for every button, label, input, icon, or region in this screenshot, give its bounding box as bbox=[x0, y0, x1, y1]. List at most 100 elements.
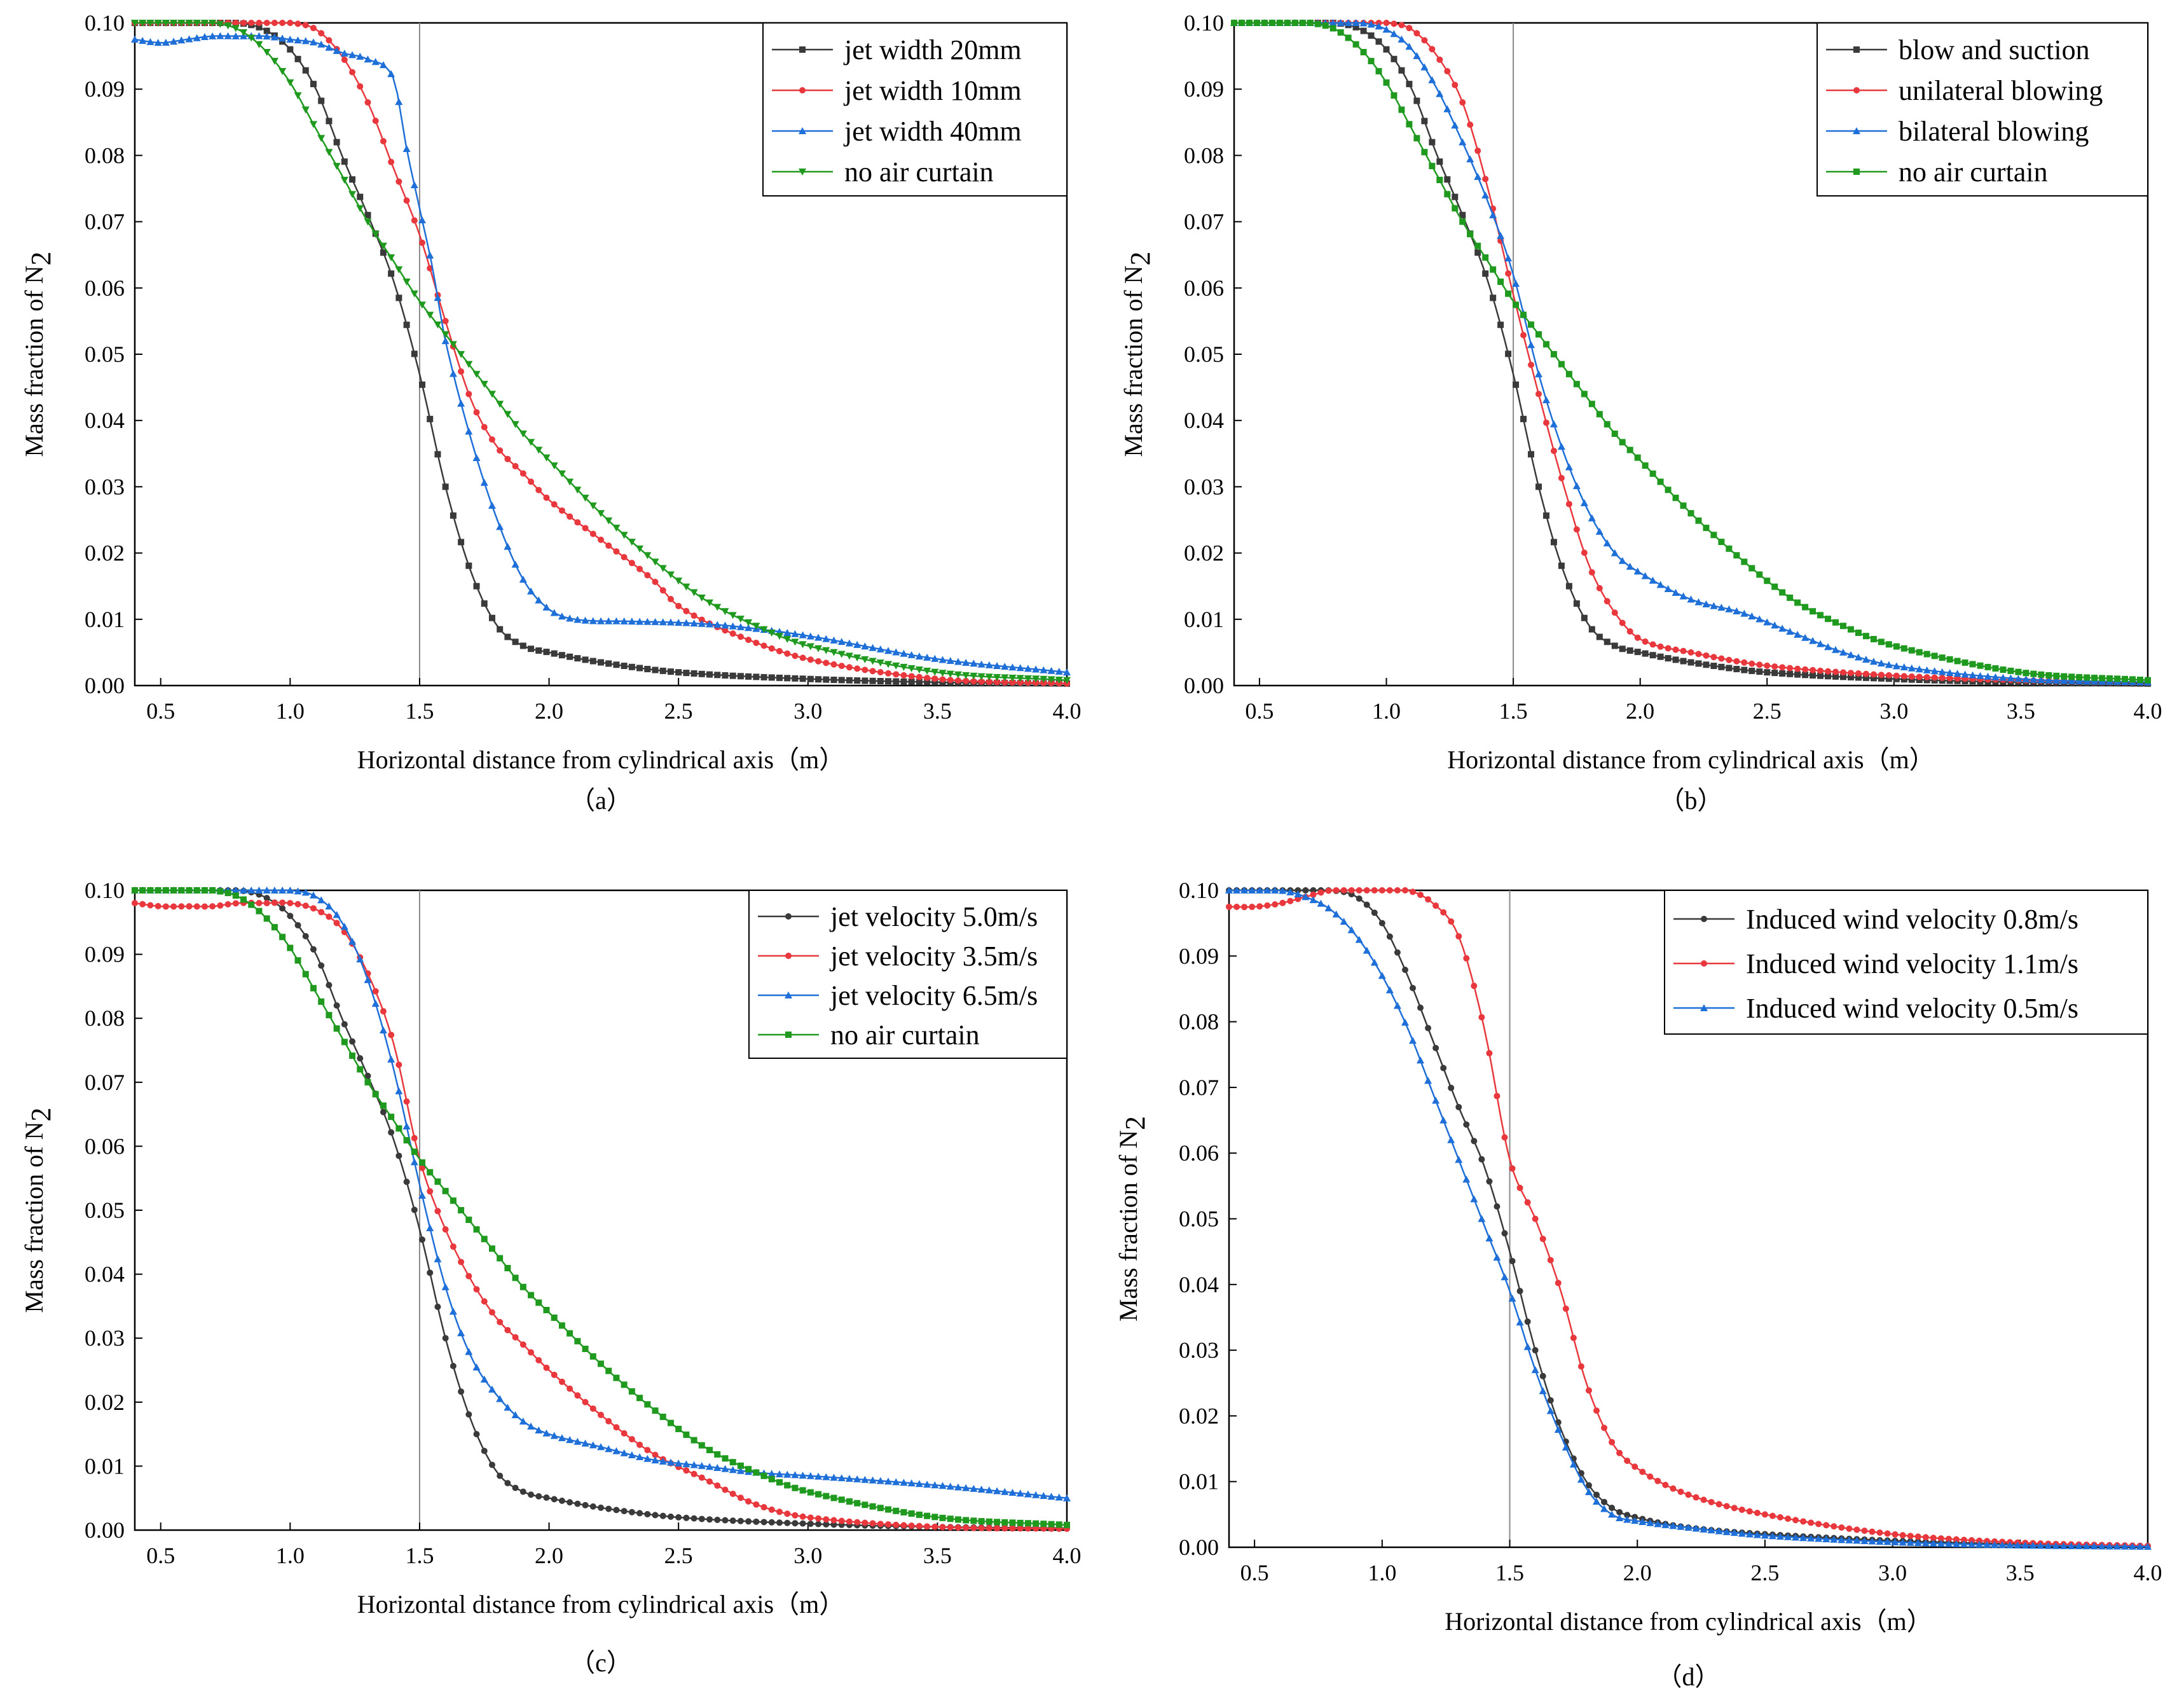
data-point bbox=[310, 81, 317, 88]
data-point bbox=[419, 1236, 426, 1243]
data-point bbox=[962, 672, 970, 679]
y-tick-label: 0.06 bbox=[85, 1133, 125, 1159]
data-point bbox=[644, 1447, 651, 1454]
data-point bbox=[666, 571, 675, 579]
data-point bbox=[869, 658, 877, 665]
data-point bbox=[815, 1491, 822, 1498]
data-point bbox=[1535, 370, 1542, 378]
data-point bbox=[1463, 1121, 1470, 1128]
data-point bbox=[558, 652, 565, 659]
data-point bbox=[745, 1466, 752, 1473]
data-point bbox=[1001, 674, 1009, 682]
data-point bbox=[1715, 1501, 1722, 1508]
data-point bbox=[977, 673, 986, 680]
data-point bbox=[1436, 158, 1443, 165]
data-point bbox=[247, 887, 256, 894]
data-point bbox=[893, 1507, 900, 1514]
data-point bbox=[1832, 668, 1839, 675]
data-point bbox=[340, 50, 348, 57]
data-point bbox=[1624, 1457, 1631, 1464]
data-point bbox=[893, 678, 900, 685]
data-point bbox=[496, 401, 504, 408]
data-point bbox=[1771, 670, 1778, 677]
data-point bbox=[434, 1208, 441, 1215]
data-point bbox=[1241, 904, 1248, 911]
data-point bbox=[566, 478, 574, 486]
data-point bbox=[737, 1494, 744, 1501]
data-point bbox=[1991, 673, 2000, 680]
data-point bbox=[753, 1501, 760, 1508]
data-point bbox=[1878, 638, 1885, 645]
data-point bbox=[908, 1522, 915, 1529]
data-point bbox=[465, 1348, 473, 1355]
data-point bbox=[1055, 676, 1063, 684]
data-point bbox=[644, 1401, 651, 1408]
data-point bbox=[1817, 640, 1825, 647]
data-point bbox=[745, 619, 753, 626]
data-point bbox=[161, 38, 170, 46]
data-point bbox=[1984, 663, 1991, 670]
data-point bbox=[1825, 668, 1832, 675]
data-point bbox=[550, 1432, 558, 1439]
data-point bbox=[147, 902, 154, 909]
data-point bbox=[837, 1474, 846, 1482]
data-point bbox=[263, 48, 271, 56]
data-point bbox=[745, 637, 752, 644]
data-point bbox=[628, 1508, 635, 1515]
data-point bbox=[1432, 1044, 1439, 1051]
data-point bbox=[387, 70, 395, 78]
data-point bbox=[1792, 1517, 1799, 1524]
data-point bbox=[1853, 1536, 1861, 1544]
data-point bbox=[768, 645, 775, 652]
data-point bbox=[356, 52, 364, 60]
data-point bbox=[139, 36, 147, 44]
data-point bbox=[605, 542, 612, 549]
data-point bbox=[1810, 666, 1817, 673]
data-point bbox=[978, 678, 985, 685]
data-point bbox=[713, 1464, 722, 1472]
data-point bbox=[185, 20, 193, 27]
series-1 bbox=[132, 20, 1070, 687]
data-point bbox=[496, 523, 504, 530]
data-point bbox=[636, 1510, 643, 1517]
data-point bbox=[1240, 887, 1249, 894]
data-point bbox=[395, 1125, 402, 1132]
data-point bbox=[434, 1255, 442, 1262]
data-point bbox=[349, 176, 356, 183]
data-point bbox=[132, 900, 138, 907]
data-point bbox=[1447, 1136, 1455, 1143]
data-point bbox=[714, 672, 721, 679]
data-point bbox=[201, 887, 208, 894]
data-point bbox=[465, 1411, 472, 1418]
data-point bbox=[916, 1511, 923, 1518]
data-point bbox=[815, 1521, 822, 1528]
y-tick-label: 0.06 bbox=[1184, 275, 1224, 301]
data-point bbox=[287, 944, 294, 951]
data-point bbox=[1577, 1470, 1584, 1477]
data-point bbox=[830, 1494, 837, 1501]
data-point bbox=[697, 594, 706, 602]
data-point bbox=[2137, 676, 2144, 683]
data-point bbox=[620, 532, 628, 539]
data-point bbox=[1493, 1253, 1501, 1261]
y-tick-label: 0.04 bbox=[85, 1262, 125, 1287]
panel-d: 0.5 1.0 1.5 2.0 2.5 3.0 3.5 4.00.000.010.020.03… bbox=[1114, 878, 2162, 1691]
data-point bbox=[2000, 666, 2007, 673]
data-point bbox=[791, 1471, 799, 1479]
data-point bbox=[620, 617, 628, 625]
data-point bbox=[379, 1026, 387, 1034]
data-point bbox=[853, 654, 862, 662]
data-point bbox=[395, 1087, 403, 1094]
data-point bbox=[310, 984, 317, 991]
data-point bbox=[1596, 411, 1603, 418]
x-tick-label: 1.5 bbox=[1495, 1560, 1524, 1585]
y-tick-label: 0.10 bbox=[1184, 10, 1224, 36]
data-point bbox=[496, 1395, 504, 1402]
data-point bbox=[1226, 903, 1232, 910]
data-point bbox=[388, 1129, 395, 1136]
data-point bbox=[1634, 634, 1641, 641]
data-point bbox=[481, 424, 488, 431]
data-point bbox=[1329, 19, 1337, 26]
data-point bbox=[939, 676, 946, 683]
